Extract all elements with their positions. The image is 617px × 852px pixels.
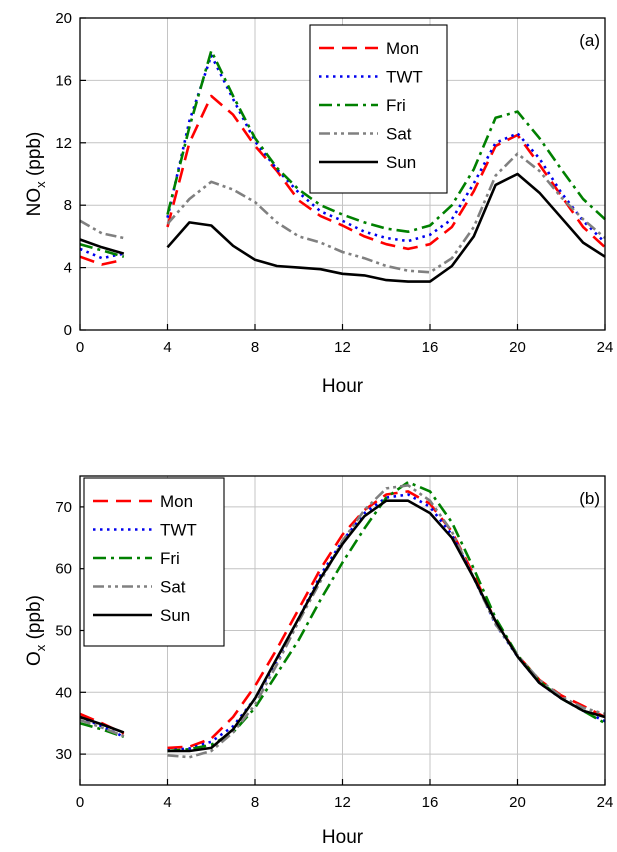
x-axis-title: Hour (322, 827, 364, 848)
legend: Mon TWT Fri Sat Sun (309, 24, 448, 194)
x-tick-label: 20 (509, 794, 526, 811)
y-axis-title-subscript: x (33, 644, 48, 651)
x-tick-label: 16 (422, 794, 439, 811)
y-axis-title: NOx (ppb) (24, 132, 48, 217)
x-tick-label: 24 (597, 794, 614, 811)
y-axis-title-unit: (ppb) (24, 595, 45, 645)
legend-label-fri: Fri (160, 549, 180, 568)
legend-label-sat: Sat (160, 578, 186, 597)
chart-panel: 0 4 8 12 16 20 24 30 40 50 60 70 Hour Ox (ppb) (b) Mon T… (24, 475, 614, 848)
y-tick-label: 12 (55, 135, 72, 152)
y-tick-label: 20 (55, 10, 72, 27)
x-tick-label: 20 (509, 339, 526, 356)
series-line-sat (79, 219, 125, 240)
series-line-fri (79, 242, 125, 258)
series-line-twt (79, 247, 125, 260)
legend-label-mon: Mon (386, 39, 419, 58)
legend-label-twt: TWT (386, 68, 423, 87)
legend-label-mon: Mon (160, 492, 193, 511)
series-line-fri (167, 480, 606, 753)
y-axis-title-main: O (24, 651, 45, 666)
y-axis-title-unit: (ppb) (24, 132, 45, 182)
y-tick-label: 4 (64, 260, 72, 277)
x-axis-title: Hour (322, 376, 364, 397)
legend: Mon TWT Fri Sat Sun (83, 477, 225, 647)
series-line-sun (167, 499, 606, 753)
y-axis-title: Ox (ppb) (24, 595, 48, 666)
legend-label-sun: Sun (160, 606, 190, 625)
series-line-fri (166, 49, 606, 233)
series-line-twt (167, 493, 606, 752)
y-tick-label: 8 (64, 197, 72, 214)
legend-label-sat: Sat (386, 125, 412, 144)
series-line-sun (79, 715, 125, 734)
panel-label: (a) (579, 31, 600, 50)
y-tick-label: 30 (55, 746, 72, 763)
panel-label: (b) (579, 489, 600, 508)
x-tick-label: 4 (163, 794, 171, 811)
y-tick-label: 16 (55, 72, 72, 89)
y-tick-label: 40 (55, 684, 72, 701)
series-line-twt (166, 54, 606, 244)
y-tick-label: 50 (55, 623, 72, 640)
legend-box (83, 477, 225, 647)
y-axis-title-subscript: x (33, 181, 48, 188)
chart-panel: 0 4 8 12 16 20 24 0 4 8 12 16 20 Hour NOx (ppb) (a) Mon T… (24, 10, 613, 397)
x-tick-label: 24 (597, 339, 614, 356)
x-tick-label: 8 (251, 794, 259, 811)
x-tick-label: 0 (76, 339, 84, 356)
series-line-sun (79, 238, 125, 255)
y-tick-label: 60 (55, 561, 72, 578)
legend-label-sun: Sun (386, 153, 416, 172)
x-tick-label: 12 (334, 794, 351, 811)
y-axis-title-main: NO (24, 188, 45, 217)
y-tick-label: 70 (55, 499, 72, 516)
x-tick-label: 8 (251, 339, 259, 356)
legend-label-twt: TWT (160, 521, 197, 540)
series-line-mon (79, 255, 125, 266)
x-tick-label: 4 (163, 339, 171, 356)
legend-label-fri: Fri (386, 96, 406, 115)
legend-box (309, 24, 448, 194)
series-line-sun (166, 172, 606, 283)
series-line-sat (79, 718, 125, 738)
series-line-sat (167, 483, 606, 759)
x-tick-label: 16 (422, 339, 439, 356)
series-line-mon (166, 94, 606, 251)
y-tick-label: 0 (64, 322, 72, 339)
x-tick-label: 0 (76, 794, 84, 811)
x-tick-label: 12 (334, 339, 351, 356)
series-line-mon (167, 490, 606, 750)
series-line-sat (166, 152, 606, 274)
